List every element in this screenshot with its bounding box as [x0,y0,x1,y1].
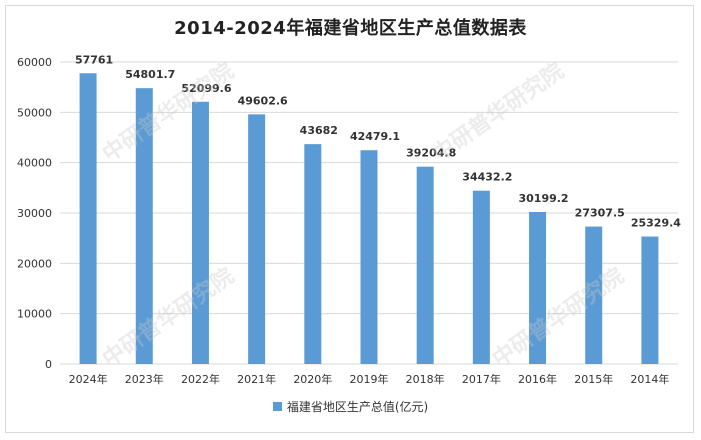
data-label: 52099.6 [181,82,231,95]
x-tick-label: 2019年 [350,372,389,386]
x-tick-label: 2015年 [574,372,613,386]
data-label: 30199.2 [518,192,568,205]
data-label: 49602.6 [238,94,288,107]
data-label: 25329.4 [631,217,681,230]
bars [79,73,659,365]
x-tick-label: 2018年 [406,372,445,386]
bar [360,150,378,364]
y-tick-label: 50000 [17,106,52,119]
x-axis-ticks: 2024年 2023年 2022年 2021年 2020年 2019年 2018年 2017年… [69,372,670,386]
data-labels: 57761 54801.7 52099.6 49602.6 43682 42479.1 39… [75,53,681,229]
legend: 福建省地区生产总值(亿元) [0,398,701,415]
data-label: 43682 [300,124,338,137]
x-tick-label: 2020年 [293,372,332,386]
legend-swatch [272,402,282,411]
y-tick-label: 20000 [17,257,52,270]
y-tick-label: 40000 [17,157,52,170]
chart-frame [5,5,694,433]
y-tick-label: 30000 [17,207,52,220]
data-label: 54801.7 [125,68,175,81]
bar [529,211,547,364]
y-tick-label: 60000 [17,56,52,69]
data-label: 42479.1 [350,130,400,143]
y-tick-label: 10000 [17,308,52,321]
x-tick-label: 2021年 [237,372,276,386]
data-label: 27307.5 [575,207,625,220]
bar [585,226,603,364]
bar [472,190,490,364]
bar [416,166,434,364]
legend-label: 福建省地区生产总值(亿元) [286,400,429,414]
y-axis-ticks: 0 10000 20000 30000 40000 50000 60000 [17,56,52,371]
bar [79,73,97,365]
x-tick-label: 2023年 [125,372,164,386]
x-tick-label: 2017年 [462,372,501,386]
bar [304,144,322,364]
x-tick-label: 2014年 [630,372,669,386]
x-tick-label: 2024年 [69,372,108,386]
chart-title: 2014-2024年福建省地区生产总值数据表 [174,18,527,39]
bar [248,114,266,364]
bar [191,101,209,364]
bar [641,236,659,364]
data-label: 57761 [75,53,113,66]
y-tick-label: 0 [45,358,52,371]
x-tick-label: 2016年 [518,372,557,386]
data-label: 39204.8 [406,147,456,160]
bar [135,88,153,364]
x-tick-label: 2022年 [181,372,220,386]
data-label: 34432.2 [462,171,512,184]
